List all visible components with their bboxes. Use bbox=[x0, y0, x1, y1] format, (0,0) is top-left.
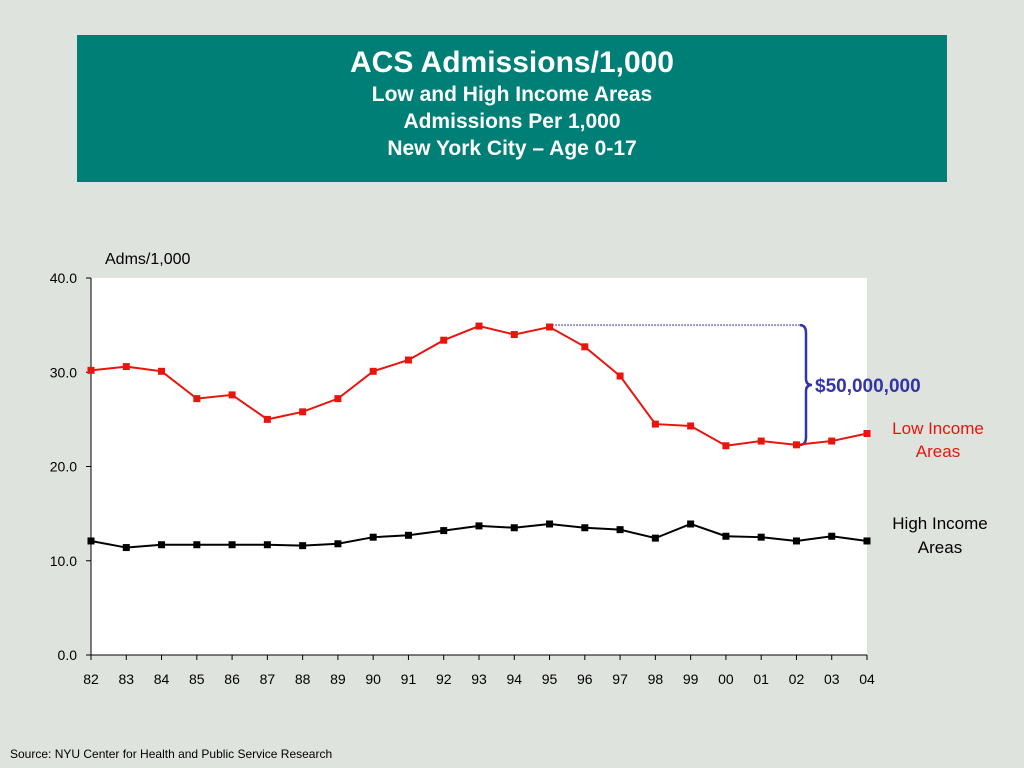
high-income-point bbox=[334, 540, 342, 548]
x-tick-label: 94 bbox=[506, 671, 522, 687]
title-banner: ACS Admissions/1,000 Low and High Income… bbox=[77, 35, 947, 182]
low-income-point bbox=[828, 437, 836, 445]
x-tick-label: 93 bbox=[471, 671, 487, 687]
high-income-point bbox=[828, 532, 836, 540]
high-income-point bbox=[122, 544, 130, 552]
annotation-label: $50,000,000 bbox=[815, 376, 921, 397]
y-tick-label: 10.0 bbox=[50, 553, 77, 569]
chart-subtitle-3: New York City – Age 0-17 bbox=[387, 137, 637, 160]
low-income-point bbox=[687, 422, 695, 430]
chart-title: ACS Admissions/1,000 bbox=[349, 46, 674, 79]
y-tick-label: 20.0 bbox=[50, 459, 77, 475]
x-tick-label: 86 bbox=[224, 671, 240, 687]
legend-low-income-line1: Low Income bbox=[892, 419, 984, 438]
x-tick-label: 90 bbox=[365, 671, 381, 687]
high-income-point bbox=[616, 526, 624, 534]
low-income-point bbox=[193, 395, 201, 403]
low-income-point bbox=[122, 363, 130, 371]
high-income-point bbox=[687, 520, 695, 528]
high-income-point bbox=[546, 520, 554, 528]
x-tick-label: 89 bbox=[330, 671, 346, 687]
legend-low-income-line2: Areas bbox=[916, 442, 960, 461]
x-tick-label: 04 bbox=[859, 671, 875, 687]
legend-high-income-line1: High Income bbox=[892, 514, 987, 533]
plot-area bbox=[91, 278, 867, 655]
high-income-point bbox=[87, 537, 95, 545]
x-tick-label: 98 bbox=[648, 671, 664, 687]
low-income-point bbox=[299, 408, 307, 416]
low-income-point bbox=[475, 322, 483, 330]
high-income-point bbox=[263, 541, 271, 549]
low-income-point bbox=[440, 336, 448, 344]
high-income-point bbox=[510, 524, 518, 532]
x-tick-label: 00 bbox=[718, 671, 734, 687]
high-income-point bbox=[722, 532, 730, 540]
high-income-point bbox=[757, 533, 765, 541]
axes bbox=[86, 277, 868, 660]
low-income-point bbox=[404, 356, 412, 364]
low-income-point bbox=[757, 437, 765, 445]
high-income-point bbox=[158, 541, 166, 549]
x-tick-label: 97 bbox=[612, 671, 628, 687]
low-income-point bbox=[863, 430, 871, 438]
low-income-point bbox=[616, 372, 624, 380]
x-tick-label: 88 bbox=[295, 671, 311, 687]
annotation: $50,000,000 bbox=[549, 323, 921, 447]
y-tick-label: 40.0 bbox=[50, 270, 77, 286]
high-income-point bbox=[581, 524, 589, 532]
x-tick-label: 02 bbox=[789, 671, 805, 687]
x-tick-label: 87 bbox=[260, 671, 276, 687]
y-axis-label: Adms/1,000 bbox=[105, 251, 190, 268]
low-income-point bbox=[228, 391, 236, 399]
source-note: Source: NYU Center for Health and Public… bbox=[10, 747, 333, 761]
low-income-point bbox=[651, 420, 659, 428]
x-tick-label: 03 bbox=[824, 671, 840, 687]
low-income-point bbox=[722, 442, 730, 450]
x-tick-label: 83 bbox=[118, 671, 134, 687]
y-tick-label: 30.0 bbox=[50, 364, 77, 380]
high-income-point bbox=[651, 534, 659, 542]
x-tick-label: 84 bbox=[154, 671, 170, 687]
x-tick-label: 99 bbox=[683, 671, 699, 687]
x-tick-label: 91 bbox=[401, 671, 417, 687]
x-tick-label: 85 bbox=[189, 671, 205, 687]
low-income-point bbox=[158, 367, 166, 375]
low-income-point bbox=[87, 366, 95, 374]
low-income-point bbox=[263, 415, 271, 423]
low-income-point bbox=[581, 343, 589, 351]
x-tick-label: 82 bbox=[83, 671, 99, 687]
chart-subtitle-1: Low and High Income Areas bbox=[371, 83, 653, 106]
low-income-point bbox=[334, 395, 342, 403]
high-income-point bbox=[440, 527, 448, 535]
x-tick-label: 95 bbox=[542, 671, 558, 687]
high-income-point bbox=[863, 537, 871, 545]
legend-high-income-line2: Areas bbox=[918, 538, 962, 557]
low-income-point bbox=[510, 331, 518, 339]
chart-subtitle-2: Admissions Per 1,000 bbox=[403, 110, 621, 133]
x-tick-label: 92 bbox=[436, 671, 452, 687]
high-income-point bbox=[404, 531, 412, 539]
labels: 0.0 10.0 20.0 30.0 40.0 82 83 84 85 86 87 88 89 90 91 9… bbox=[50, 251, 988, 687]
high-income-point bbox=[475, 522, 483, 530]
x-tick-label: 96 bbox=[577, 671, 593, 687]
annotation-brace bbox=[799, 323, 813, 447]
high-income-point bbox=[369, 533, 377, 541]
x-tick-label: 01 bbox=[753, 671, 769, 687]
high-income-point bbox=[228, 541, 236, 549]
high-income-point bbox=[792, 537, 800, 545]
low-income-point bbox=[792, 441, 800, 449]
low-income-point bbox=[546, 323, 554, 331]
high-income-point bbox=[299, 542, 307, 550]
series bbox=[87, 322, 871, 552]
low-income-point bbox=[369, 367, 377, 375]
y-tick-label: 0.0 bbox=[58, 647, 78, 663]
high-income-point bbox=[193, 541, 201, 549]
